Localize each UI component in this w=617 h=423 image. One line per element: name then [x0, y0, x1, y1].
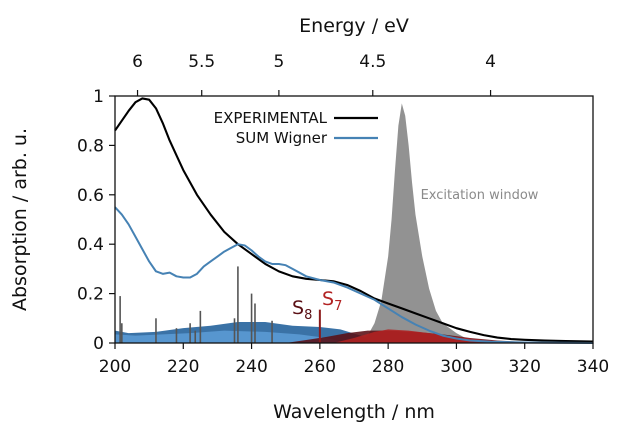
y-tick-label-3: 0.6 [77, 186, 104, 206]
state-label-s8: S8 [292, 297, 312, 323]
state-band-1 [115, 330, 348, 343]
legend: EXPERIMENTAL SUM Wigner [214, 109, 378, 147]
state-subscript: 8 [304, 308, 312, 323]
fill-layer [115, 103, 593, 343]
top-axis-title: Energy / eV [299, 15, 409, 37]
top-tick-label-3: 4.5 [359, 52, 386, 72]
x-tick-label-0: 200 [99, 357, 131, 377]
x-tick-label-6: 320 [508, 357, 540, 377]
x-tick-label-1: 220 [167, 357, 199, 377]
y-tick-label-5: 1 [93, 87, 104, 107]
x-tick-label-7: 340 [577, 357, 609, 377]
y-tick-label-1: 0.2 [77, 285, 104, 305]
state-letter: S [322, 288, 334, 310]
y-tick-label-4: 0.8 [77, 136, 104, 156]
top-tick-label-4: 4 [485, 52, 496, 72]
legend-label-sum-wigner: SUM Wigner [236, 129, 328, 147]
y-tick-label-2: 0.4 [77, 235, 104, 255]
top-tick-label-1: 5.5 [188, 52, 215, 72]
line-layer [114, 97, 594, 344]
x-tick-label-2: 240 [235, 357, 267, 377]
series-line-1 [114, 206, 594, 344]
plot-frame [114, 95, 594, 344]
top-tick-label-2: 5 [273, 52, 284, 72]
excitation-window-area [354, 103, 477, 343]
excitation-window-label: Excitation window [421, 188, 539, 203]
x-axis-title: Wavelength / nm [273, 401, 435, 423]
state-band-3 [333, 329, 593, 343]
top-tick-label-0: 6 [132, 52, 143, 72]
state-label-s7: S7 [322, 288, 342, 314]
x-tick-label-3: 260 [304, 357, 336, 377]
y-axis-title: Absorption / arb. u. [9, 128, 31, 311]
y-tick-label-0: 0 [93, 334, 104, 354]
axes-layer: 200 220 240 260 280 300 320 340 0 0.2 0.4 0.6 0.8 1 6 5… [77, 52, 609, 377]
legend-label-experimental: EXPERIMENTAL [214, 109, 328, 127]
series-line-0 [114, 97, 594, 343]
x-tick-label-4: 280 [372, 357, 404, 377]
state-subscript: 7 [334, 299, 342, 314]
x-tick-label-5: 300 [440, 357, 472, 377]
state-letter: S [292, 297, 304, 319]
